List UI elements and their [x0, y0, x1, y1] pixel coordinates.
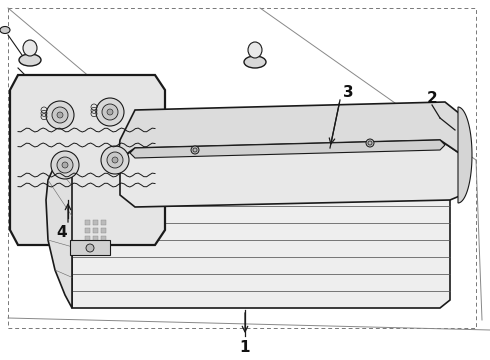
Bar [85, 244, 90, 249]
Circle shape [96, 98, 124, 126]
Circle shape [57, 157, 73, 173]
Text: 4: 4 [57, 225, 67, 239]
Ellipse shape [19, 54, 41, 66]
Ellipse shape [0, 27, 10, 33]
Polygon shape [458, 107, 472, 203]
Polygon shape [130, 140, 445, 158]
Circle shape [191, 146, 199, 154]
Text: 1: 1 [240, 341, 250, 356]
Polygon shape [72, 148, 450, 308]
Text: 3: 3 [343, 85, 353, 99]
Bar [85, 236, 90, 241]
Circle shape [102, 104, 118, 120]
Circle shape [52, 107, 68, 123]
Bar [85, 220, 90, 225]
Ellipse shape [244, 56, 266, 68]
Circle shape [107, 152, 123, 168]
Circle shape [46, 101, 74, 129]
Polygon shape [10, 75, 165, 245]
Circle shape [57, 112, 63, 118]
Bar [85, 228, 90, 233]
Circle shape [366, 139, 374, 147]
Ellipse shape [23, 40, 37, 56]
Bar [101, 220, 106, 225]
Polygon shape [46, 155, 72, 308]
Circle shape [101, 146, 129, 174]
Ellipse shape [248, 42, 262, 58]
Text: 2: 2 [427, 90, 438, 105]
Bar [93, 228, 98, 233]
Bar [101, 244, 106, 249]
Circle shape [62, 162, 68, 168]
Bar [70, 240, 110, 255]
Circle shape [107, 109, 113, 115]
Bar [93, 236, 98, 241]
Circle shape [112, 157, 118, 163]
Polygon shape [118, 102, 465, 160]
Polygon shape [120, 140, 462, 207]
Circle shape [51, 151, 79, 179]
Bar [93, 220, 98, 225]
Circle shape [86, 244, 94, 252]
Bar [101, 228, 106, 233]
Bar [101, 236, 106, 241]
Bar [93, 244, 98, 249]
Bar [8, 8, 476, 328]
